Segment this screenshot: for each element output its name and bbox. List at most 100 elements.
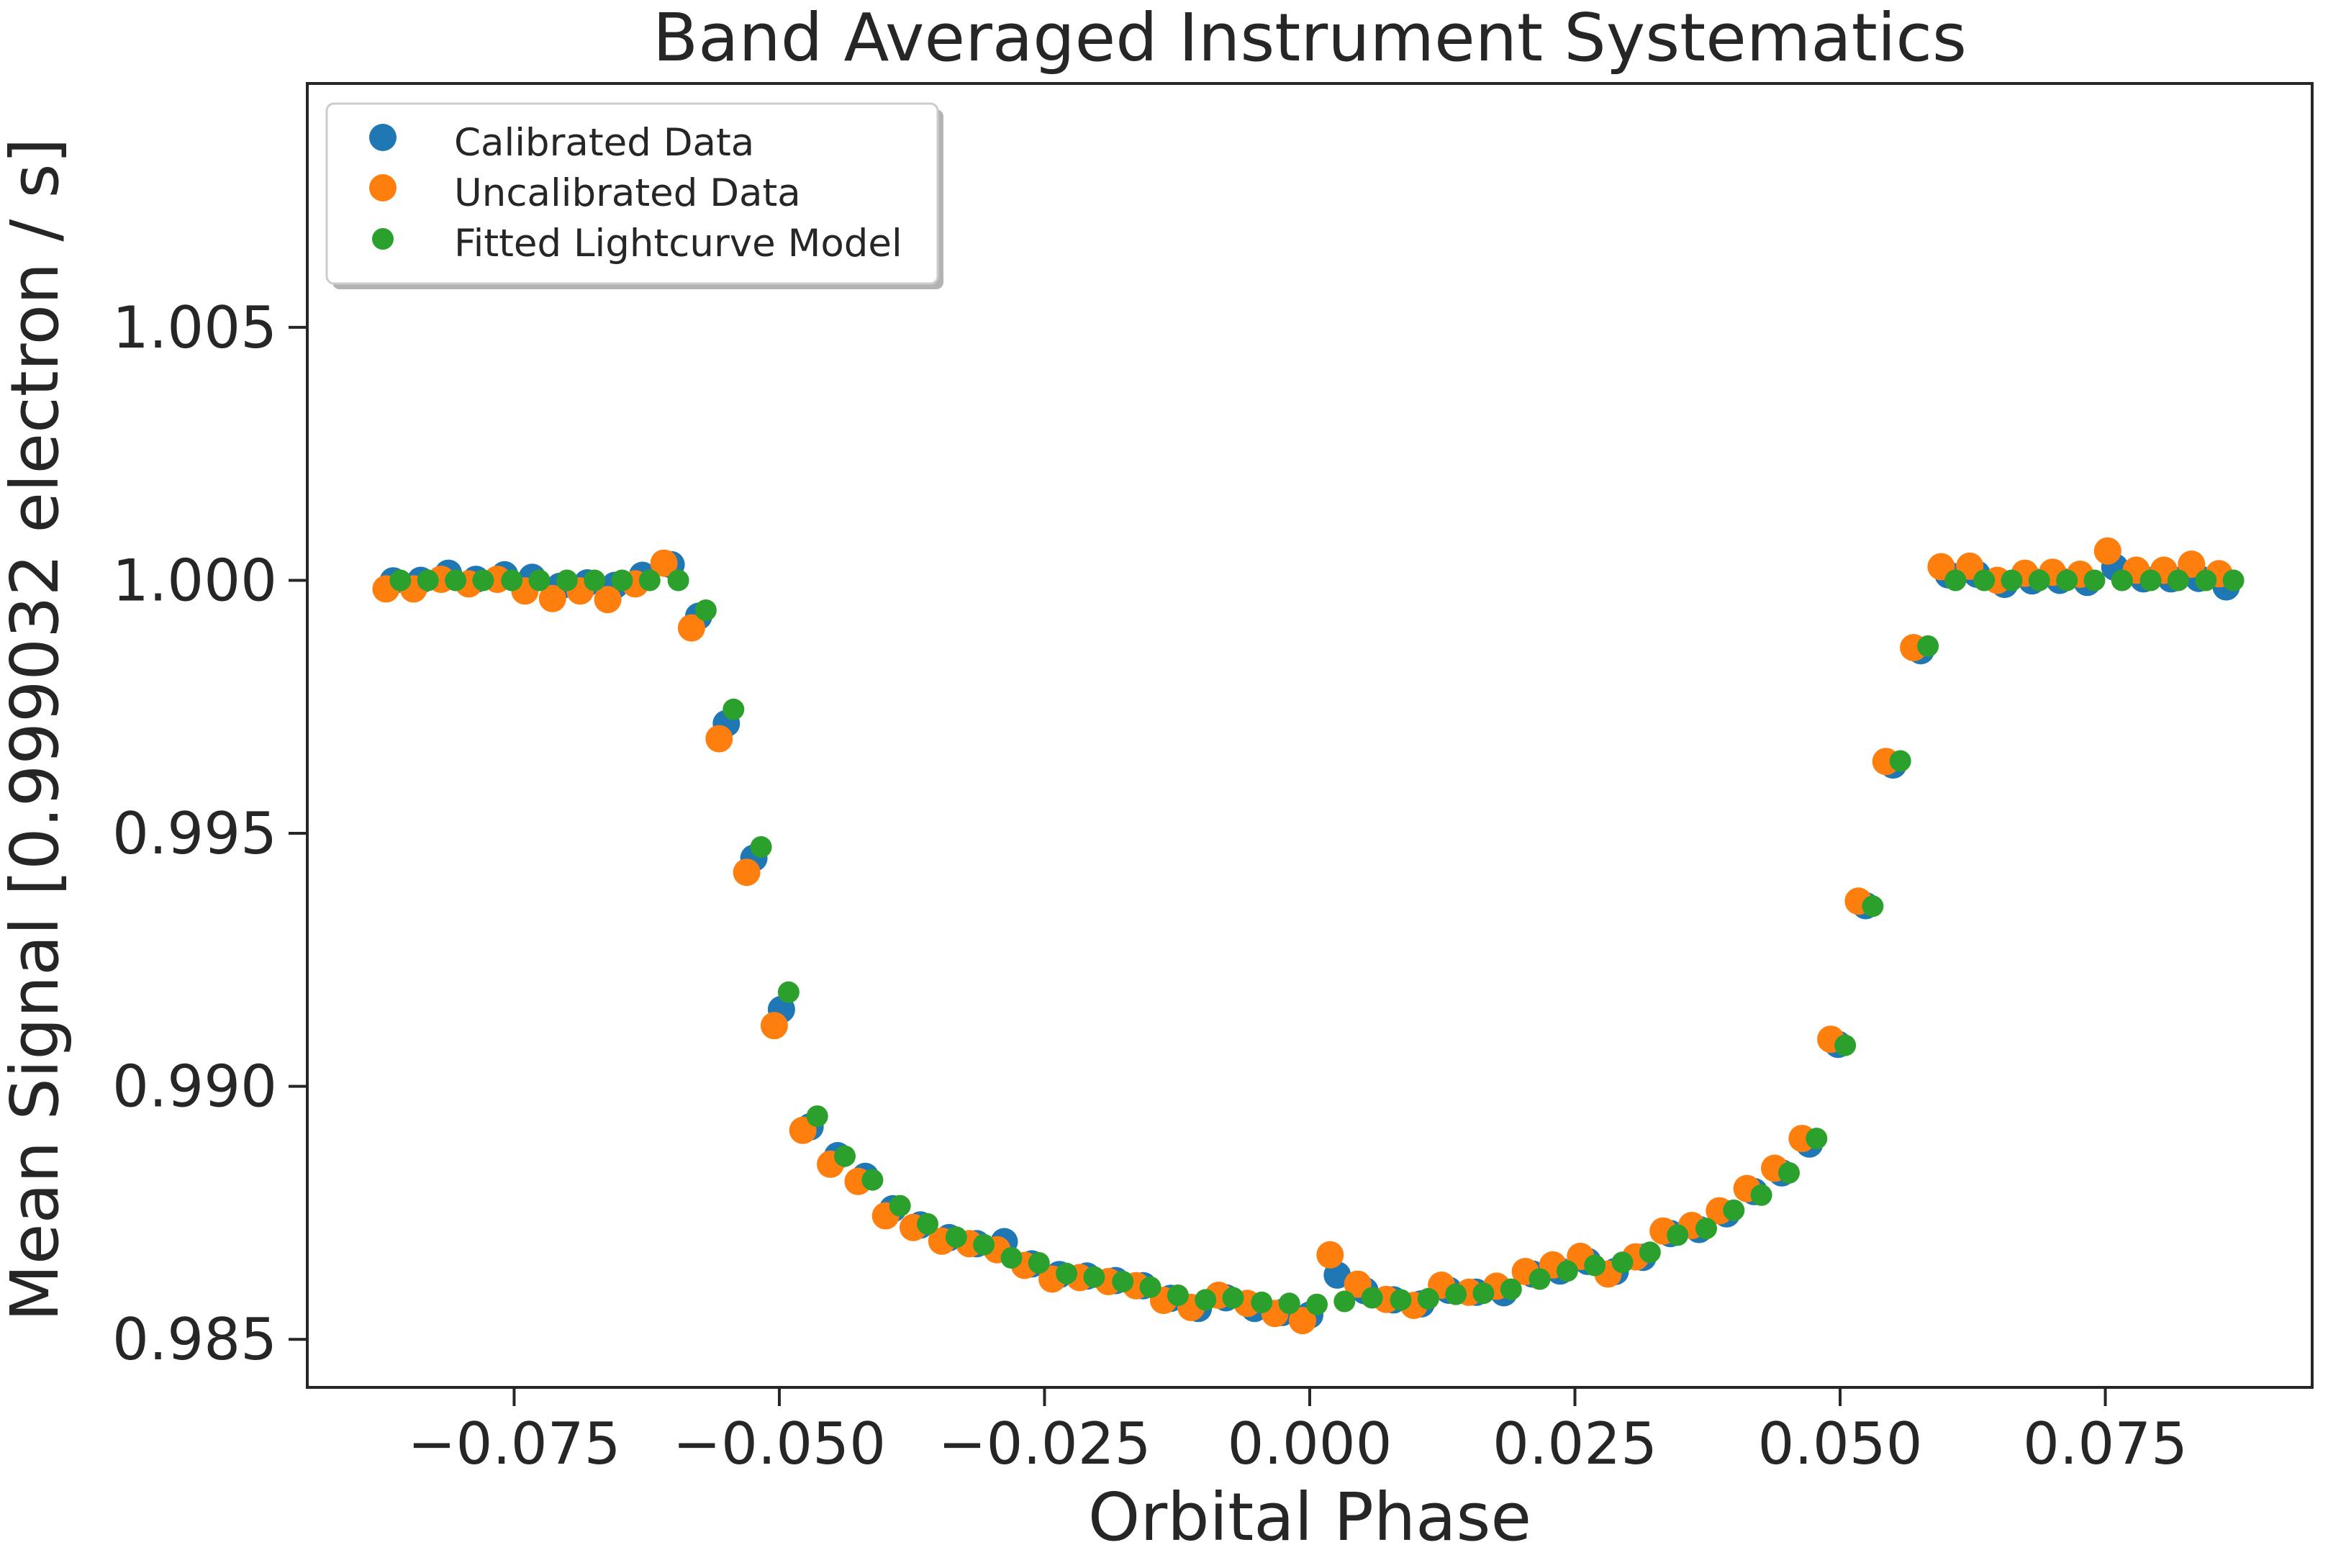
uncalibrated-data-point (2178, 550, 2206, 578)
uncalibrated-data-point (594, 586, 622, 614)
legend: Calibrated Data Uncalibrated Data Fitted… (325, 102, 943, 289)
fitted-model-point (1584, 1254, 1606, 1277)
legend-marker-calibrated (369, 124, 397, 151)
fitted-model-point (389, 569, 412, 592)
x-tick-label: −0.075 (407, 1410, 620, 1477)
fitted-model-point (528, 569, 551, 592)
fitted-model-point (694, 599, 717, 621)
fitted-model-point (2028, 569, 2050, 592)
x-axis-label: Orbital Phase (1088, 1479, 1531, 1556)
fitted-model-point (1944, 569, 1967, 592)
fitted-model-point (2222, 569, 2245, 592)
y-tick-label: 0.990 (112, 1053, 277, 1120)
legend-label-fitted: Fitted Lightcurve Model (454, 222, 902, 266)
fitted-model-point (1778, 1161, 1800, 1184)
fitted-model-point (1083, 1266, 1105, 1288)
fitted-model-point (861, 1169, 884, 1191)
fitted-model-point (750, 836, 772, 858)
fitted-model-point (1417, 1287, 1439, 1310)
fitted-model-point (806, 1105, 828, 1128)
fitted-model-point (1834, 1034, 1857, 1056)
fitted-model-point (1222, 1287, 1244, 1309)
fitted-model-point (1889, 750, 1911, 772)
fitted-model-point (1056, 1262, 1078, 1284)
fitted-model-point (1445, 1283, 1467, 1305)
fitted-model-point (1000, 1247, 1023, 1269)
uncalibrated-data-point (733, 858, 761, 887)
fitted-model-point (917, 1213, 938, 1235)
fitted-model-point (2111, 569, 2133, 592)
fitted-model-point (1361, 1287, 1383, 1309)
fitted-model-point (1139, 1276, 1161, 1298)
fitted-model-point (2195, 569, 2217, 592)
y-tick-label: 0.985 (112, 1306, 277, 1373)
legend-label-uncalibrated: Uncalibrated Data (454, 171, 801, 215)
plot-frame (306, 82, 2314, 1389)
legend-marker-fitted (372, 228, 394, 250)
fitted-model-point (1472, 1282, 1495, 1305)
fitted-model-point (638, 569, 661, 592)
fitted-model-point (2167, 569, 2189, 592)
fitted-model-point (1639, 1241, 1661, 1264)
fitted-model-point (1195, 1289, 1217, 1311)
fitted-model-point (1251, 1291, 1273, 1313)
fitted-model-point (501, 569, 523, 592)
fitted-model-point (2001, 569, 2023, 592)
uncalibrated-data-point (1316, 1241, 1344, 1269)
fitted-model-point (2056, 569, 2078, 592)
fitted-model-point (945, 1226, 967, 1248)
x-tick-label: −0.050 (673, 1410, 886, 1477)
fitted-model-point (584, 569, 606, 592)
fitted-model-point (667, 569, 689, 592)
legend-box (325, 102, 939, 285)
fitted-model-point (417, 569, 439, 592)
fitted-model-point (1611, 1251, 1634, 1274)
uncalibrated-data-point (705, 725, 733, 753)
fitted-model-point (1695, 1218, 1717, 1240)
fitted-model-point (1278, 1292, 1300, 1315)
fitted-model-point (1973, 569, 1996, 592)
x-tick-label: −0.025 (938, 1410, 1151, 1477)
y-axis-label: Mean Signal [0.999032 electron / s] (0, 138, 73, 1322)
fitted-model-point (1333, 1290, 1356, 1313)
fitted-model-point (445, 569, 467, 592)
fitted-model-point (777, 981, 800, 1003)
fitted-model-point (611, 569, 633, 592)
y-tick-label: 0.995 (112, 800, 277, 867)
legend-marker-uncalibrated (369, 174, 397, 201)
uncalibrated-data-point (2093, 537, 2121, 565)
fitted-model-point (1112, 1271, 1134, 1292)
fitted-model-point (1028, 1252, 1050, 1274)
fitted-model-point (2139, 569, 2162, 592)
points-layer (372, 537, 2245, 1335)
y-tick-label: 1.005 (112, 294, 277, 361)
y-tick-label: 1.000 (112, 547, 277, 614)
uncalibrated-data-point (677, 614, 705, 642)
fitted-model-point (889, 1195, 911, 1217)
fitted-model-point (556, 569, 578, 592)
fitted-model-point (1806, 1128, 1828, 1150)
x-tick-label: 0.025 (1493, 1410, 1657, 1477)
fitted-model-point (1723, 1199, 1745, 1221)
fitted-model-point (1862, 895, 1884, 917)
fitted-model-point (1528, 1268, 1551, 1290)
fitted-model-point (1390, 1289, 1412, 1311)
uncalibrated-data-point (1289, 1307, 1316, 1335)
fitted-model-point (472, 569, 494, 592)
fitted-model-point (1750, 1184, 1772, 1206)
x-tick-label: 0.075 (2023, 1410, 2188, 1477)
uncalibrated-data-point (760, 1012, 788, 1040)
uncalibrated-data-point (538, 584, 566, 612)
fitted-model-point (1556, 1260, 1578, 1282)
fitted-model-point (1167, 1284, 1189, 1306)
ticks-layer: −0.075 −0.050 −0.025 0.000 0.025 0.050 0.075 0.… (112, 294, 2188, 1477)
uncalibrated-data-point (650, 549, 678, 577)
fitted-model-point (1667, 1224, 1689, 1246)
fitted-model-point (2083, 569, 2106, 592)
fitted-model-point (1306, 1293, 1328, 1315)
fitted-model-point (723, 698, 745, 720)
fitted-model-point (834, 1145, 856, 1167)
fitted-model-point (973, 1233, 995, 1256)
